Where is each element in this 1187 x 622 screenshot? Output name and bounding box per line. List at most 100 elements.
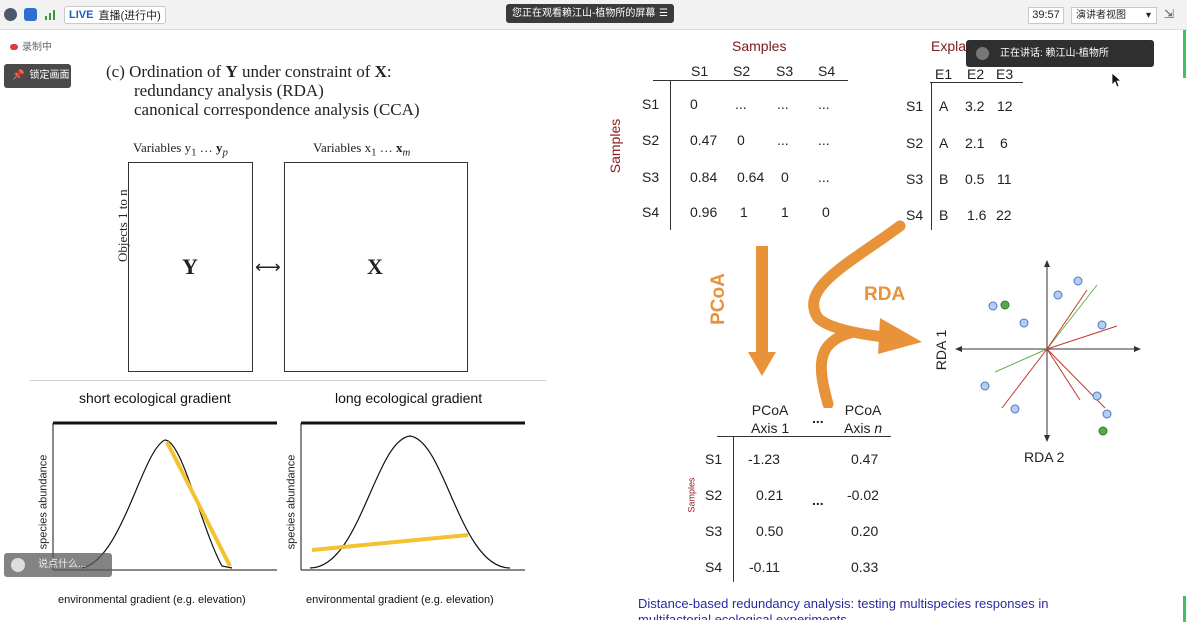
pcoa-cell: 0.50 [756, 523, 784, 539]
dist-cell: 0.84 [690, 169, 718, 185]
record-icon [10, 44, 18, 50]
pcoa-cell: 0.33 [851, 559, 879, 575]
pcoa-cell: 0.21 [756, 487, 784, 503]
dist-row-label: S3 [642, 169, 660, 185]
env-cell: B [939, 171, 949, 187]
env-row-label: S4 [906, 207, 924, 223]
pcoa-arrow-shaft [756, 246, 768, 358]
dist-cell: ... [777, 132, 789, 148]
rda-arrow-head [878, 318, 922, 354]
long-x-axis-label: environmental gradient (e.g. elevation) [306, 594, 494, 606]
vars-text: Variables x [313, 140, 372, 155]
dist-cell: 1 [740, 204, 748, 220]
chat-input[interactable]: 说点什么... [4, 553, 112, 577]
signal-icon[interactable] [44, 8, 57, 21]
flow-arrows [748, 220, 922, 408]
vars-sub: m [402, 146, 411, 159]
pcoa-samples-side-label: Samples [686, 477, 697, 513]
view-mode-value: 演讲者视图 [1076, 10, 1126, 21]
mouse-cursor-icon [1112, 73, 1122, 88]
pcoa-cell: -0.02 [847, 487, 879, 503]
dist-cell: ... [818, 132, 830, 148]
window-edge-highlight [1183, 30, 1186, 78]
long-y-axis-label: species abundance [285, 454, 298, 550]
samples-header: Samples [732, 38, 787, 54]
env-row-label: S3 [906, 171, 924, 187]
env-cell: A [939, 98, 949, 114]
pcoa-cell: 0.47 [851, 451, 879, 467]
rda-arrow-tail [815, 327, 856, 408]
paper-reference-link[interactable]: Distance-based redundancy analysis: test… [638, 596, 1048, 620]
variables-y-label: Variables y1 … yp [133, 140, 228, 159]
pcoa-cell: -0.11 [749, 559, 780, 575]
vars-text: … [196, 140, 217, 155]
rda2-axis-label: RDA 2 [1024, 449, 1065, 465]
pcoa-arrow-label: PCoA [707, 273, 729, 325]
dist-col-header: S3 [776, 63, 794, 79]
view-mode-select[interactable]: 演讲者视图 ▾ [1071, 7, 1157, 24]
env-row-label: S1 [906, 98, 924, 114]
chevron-down-icon: ▾ [1145, 10, 1151, 21]
rda-biplot [955, 260, 1141, 442]
ordination-subtitle-cca: canonical correspondence analysis (CCA) [134, 100, 420, 119]
dist-col-header: S1 [691, 63, 709, 79]
pcoa-header-text: PCoA [844, 402, 882, 418]
pcoa-col1-header: PCoA Axis 1 [751, 401, 789, 437]
pcoa-mid-dots: ... [812, 492, 824, 508]
pcoa-row-label: S3 [705, 523, 723, 539]
vars-sub: 1 [191, 146, 197, 159]
dist-row-label: S2 [642, 132, 660, 148]
recording-indicator: 录制中 [10, 38, 52, 53]
pin-label: 锁定画面 [29, 70, 70, 81]
paper-line: multifactorial ecological experiments [638, 612, 847, 620]
ordination-title: (c) Ordination of Y under constraint of … [106, 62, 392, 81]
env-cell: A [939, 135, 949, 151]
slide-left-panel: (c) Ordination of Y under constraint of … [0, 30, 600, 622]
env-cell: 2.1 [965, 135, 985, 151]
info-icon[interactable] [4, 8, 17, 21]
dist-cell: 0.64 [737, 169, 765, 185]
screen-share-text: 您正在观看赖江山-植物所的屏幕 [512, 8, 656, 19]
shield-icon[interactable] [24, 8, 37, 21]
dist-cell: 0 [737, 132, 745, 148]
emoji-icon[interactable] [11, 558, 25, 572]
dist-cell: ... [818, 96, 830, 112]
vars-text: y [216, 140, 223, 155]
pcoa-side-line [733, 436, 734, 582]
dist-cell: 0 [690, 96, 698, 112]
vars-sub: p [222, 146, 228, 159]
dist-cell: 0.96 [690, 204, 718, 220]
env-side-line [931, 82, 932, 230]
env-row-label: S2 [906, 135, 924, 151]
env-col-header: E3 [996, 66, 1014, 82]
dist-col-header: S4 [818, 63, 836, 79]
env-cell: 12 [997, 98, 1013, 114]
title-text: (c) Ordination of [106, 62, 226, 81]
samples-side-label: Samples [607, 118, 624, 174]
vars-text: x [396, 140, 403, 155]
rda1-axis-label: RDA 1 [933, 329, 950, 371]
variables-x-label: Variables x1 … xm [313, 140, 410, 159]
live-status-badge[interactable]: LIVE 直播(进行中) [64, 6, 166, 24]
exit-fullscreen-icon[interactable]: ⇲ [1164, 7, 1175, 21]
window-topbar: LIVE 直播(进行中) 您正在观看赖江山-植物所的屏幕 ☰ 39:57 演讲者… [0, 0, 1187, 30]
slide-divider [30, 380, 546, 381]
dist-cell: 0.47 [690, 132, 718, 148]
screen-share-banner[interactable]: 您正在观看赖江山-植物所的屏幕 ☰ [506, 4, 674, 23]
pin-screen-button[interactable]: 📌 锁定画面 [4, 64, 71, 88]
dist-cell: 0 [822, 204, 830, 220]
dist-row-label: S4 [642, 204, 660, 220]
title-y: Y [225, 62, 238, 81]
rda-arrow-curve [808, 220, 906, 344]
dist-cell: ... [818, 169, 830, 185]
short-y-axis-label: species abundance [37, 454, 50, 550]
pcoa-arrow-head [748, 352, 776, 376]
env-cell: 1.6 [967, 207, 987, 223]
ordination-subtitle-rda: redundancy analysis (RDA) [134, 81, 324, 100]
long-gradient-plot [300, 421, 525, 571]
pcoa-header-text: Axis [844, 420, 875, 436]
short-gradient-plot [52, 421, 277, 571]
menu-icon[interactable]: ☰ [659, 8, 668, 19]
vars-text: … [376, 140, 397, 155]
env-col-header: E1 [935, 66, 953, 82]
